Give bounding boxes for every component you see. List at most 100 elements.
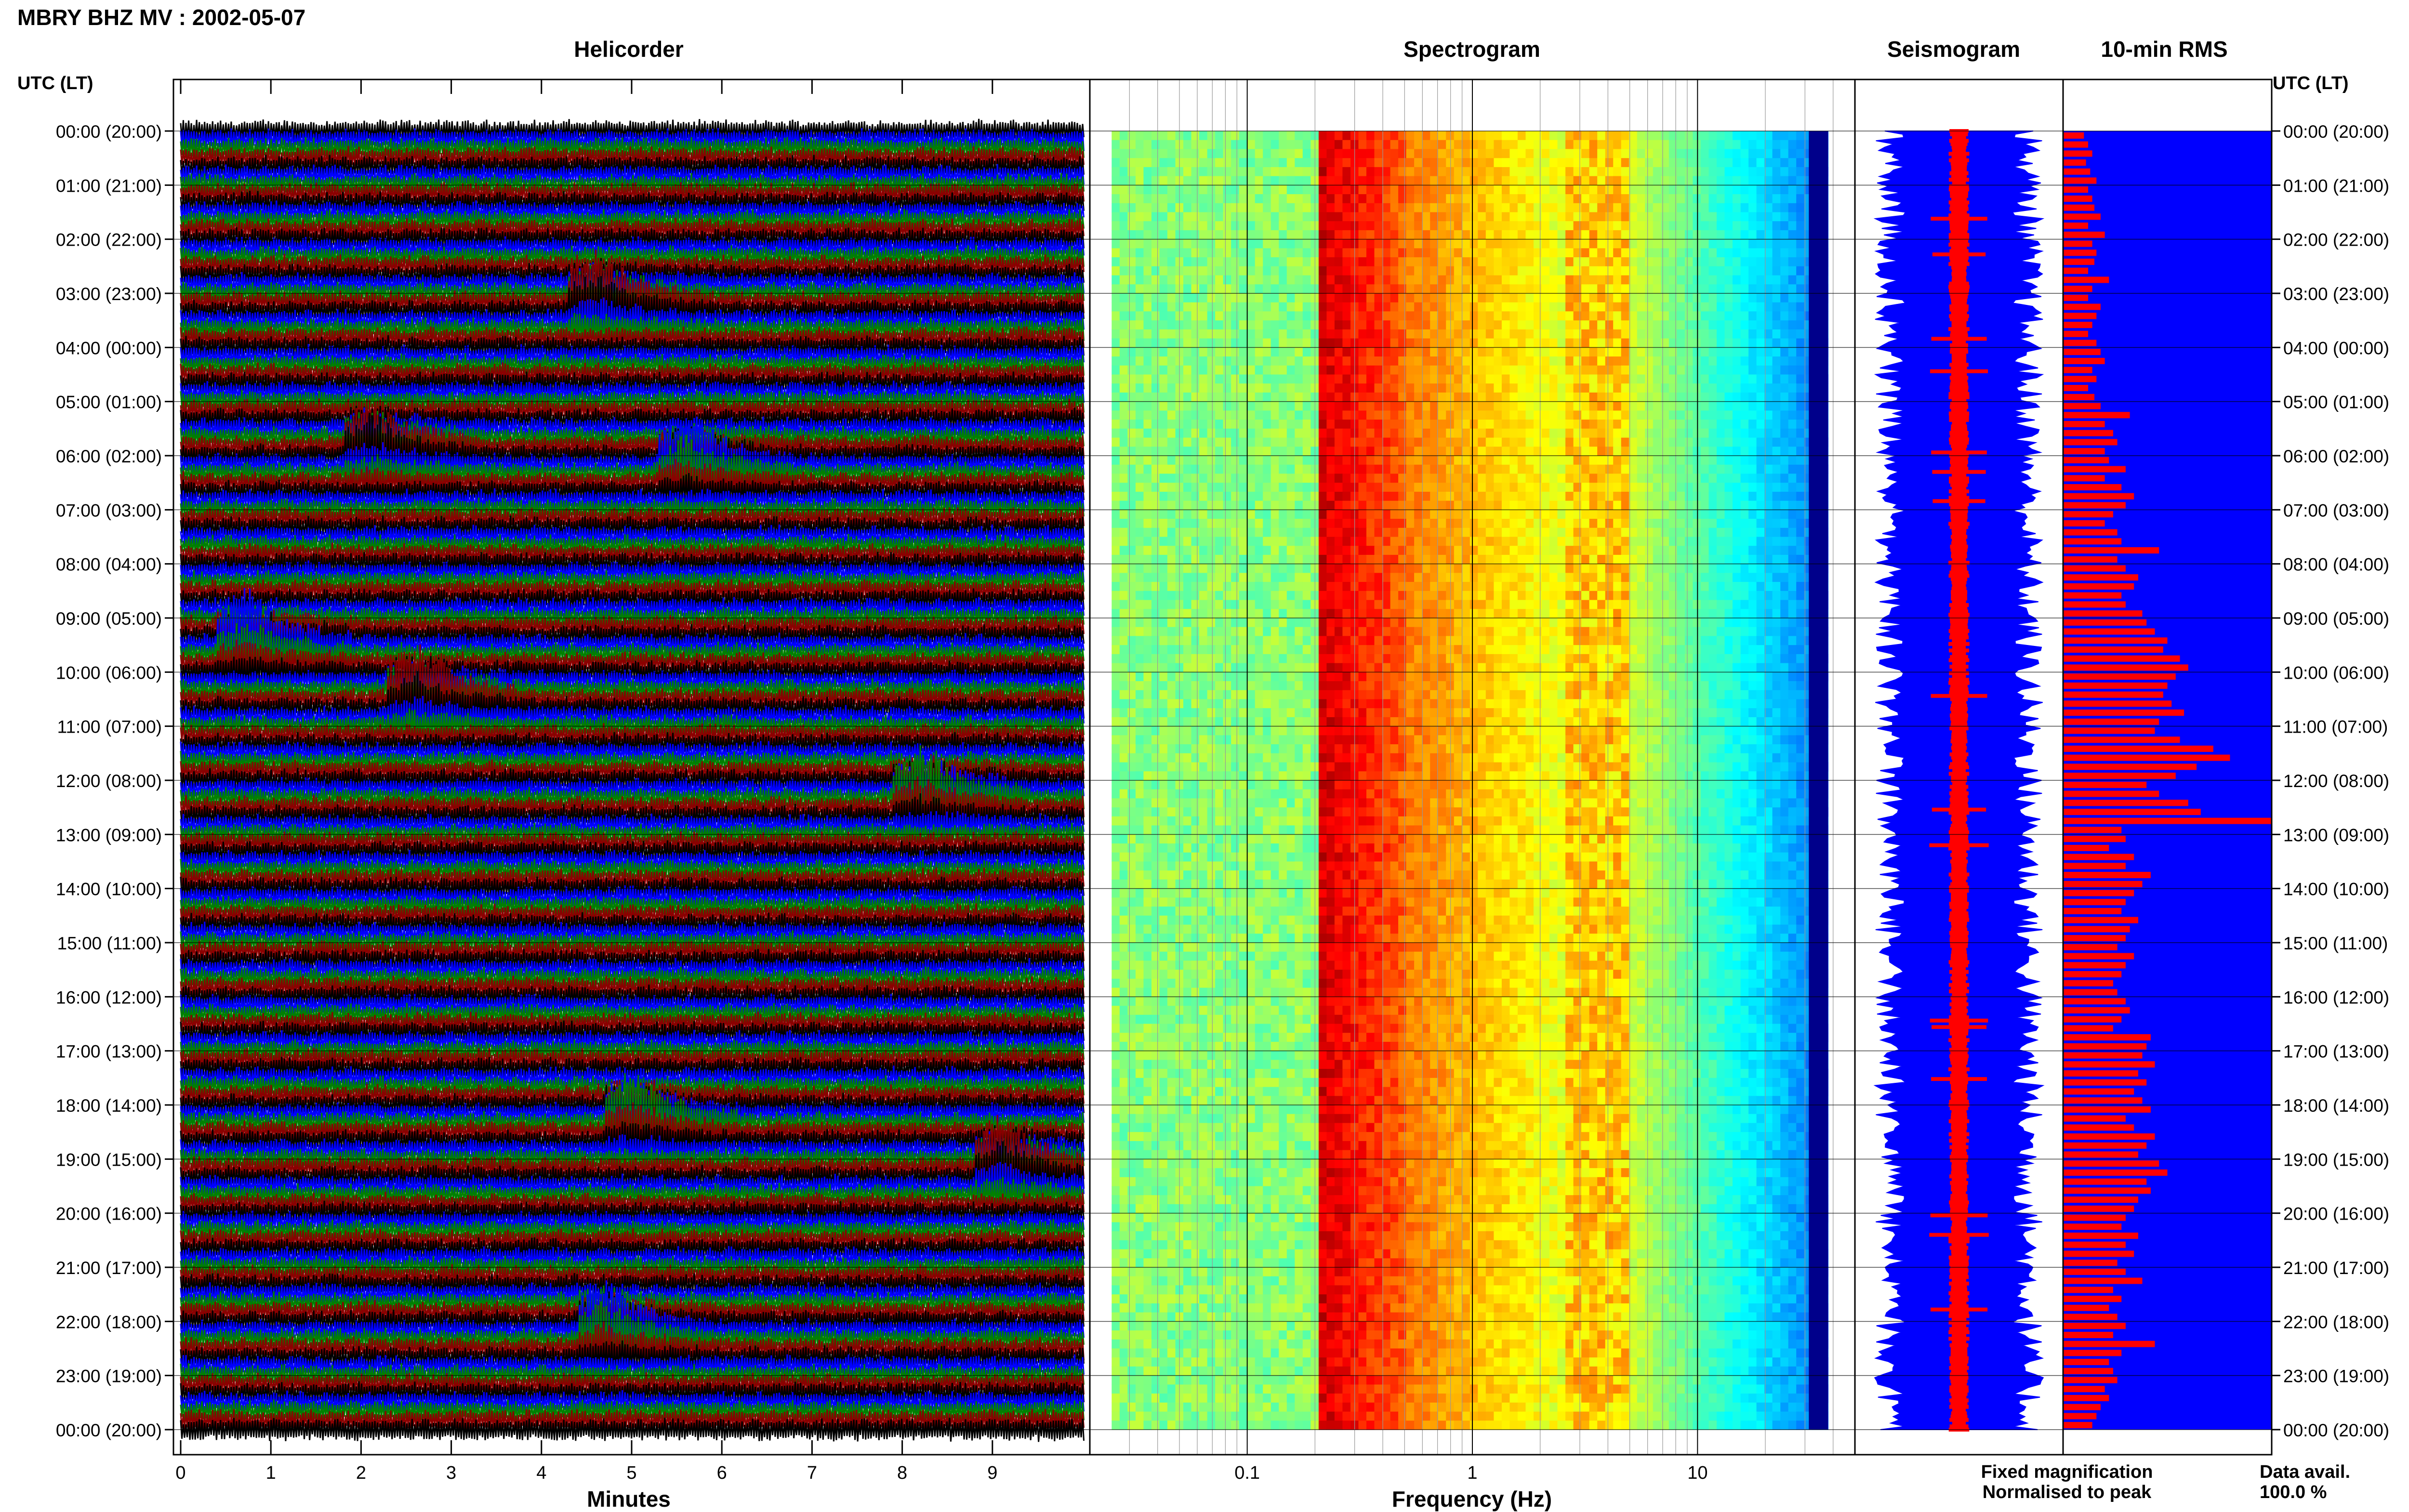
spectrogram-cell <box>1668 365 1678 375</box>
spectrogram-cell <box>1693 365 1701 375</box>
spectrogram-cell <box>1231 464 1240 474</box>
spectrogram-cell <box>1573 591 1582 601</box>
spectrogram-cell <box>1788 483 1797 492</box>
spectrogram-cell <box>1255 230 1263 240</box>
spectrogram-cell <box>1581 131 1590 141</box>
spectrogram-cell <box>1796 203 1805 213</box>
spectrogram-cell <box>1589 437 1598 447</box>
spectrogram-cell <box>1127 383 1136 393</box>
spectrogram-cell <box>1549 447 1558 456</box>
spectrogram-cell <box>1517 420 1526 429</box>
spectrogram-cell <box>1677 591 1685 601</box>
spectrogram-cell <box>1573 464 1582 474</box>
spectrogram-cell <box>1541 257 1550 267</box>
spectrogram-cell <box>1509 428 1518 438</box>
spectrogram-cell <box>1485 302 1495 312</box>
spectrogram-cell <box>1390 311 1399 321</box>
spectrogram-cell <box>1223 167 1231 177</box>
spectrogram-cell <box>1279 510 1287 519</box>
spectrogram-cell <box>1127 519 1136 528</box>
spectrogram-cell <box>1239 203 1247 213</box>
spectrogram-cell <box>1438 392 1446 402</box>
spectrogram-cell <box>1271 401 1279 411</box>
spectrogram-cell <box>1469 456 1479 465</box>
spectrogram-cell <box>1541 266 1550 276</box>
spectrogram-cell <box>1796 275 1805 285</box>
spectrogram-cell <box>1135 428 1144 438</box>
spectrogram-cell <box>1207 483 1216 492</box>
spectrogram-cell <box>1191 374 1200 384</box>
spectrogram-cell <box>1334 447 1343 456</box>
spectrogram-cell <box>1454 383 1463 393</box>
spectrogram-cell <box>1469 564 1479 573</box>
spectrogram-cell <box>1199 293 1208 303</box>
spectrogram-cell <box>1629 491 1638 501</box>
spectrogram-cell <box>1517 248 1526 258</box>
spectrogram-cell <box>1684 149 1694 158</box>
spectrogram-cell <box>1469 609 1479 618</box>
spectrogram-cell <box>1589 311 1598 321</box>
spectrogram-cell <box>1517 311 1526 321</box>
spectrogram-cell <box>1446 437 1455 447</box>
spectrogram-cell <box>1454 456 1463 465</box>
spectrogram-cell <box>1501 483 1510 492</box>
spectrogram-cell <box>1684 194 1694 204</box>
spectrogram-cell <box>1693 392 1701 402</box>
spectrogram-cell <box>1629 167 1638 177</box>
spectrogram-cell <box>1469 320 1479 330</box>
spectrogram-cell <box>1740 401 1749 411</box>
spectrogram-cell <box>1629 140 1638 149</box>
spectrogram-cell <box>1374 491 1383 501</box>
spectrogram-cell <box>1613 167 1622 177</box>
spectrogram-cell <box>1494 527 1502 538</box>
spectrogram-cell <box>1517 149 1526 158</box>
spectrogram-cell <box>1135 347 1144 357</box>
spectrogram-cell <box>1167 239 1176 249</box>
spectrogram-cell <box>1645 158 1654 168</box>
spectrogram-cell <box>1302 311 1311 321</box>
spectrogram-cell <box>1302 158 1311 168</box>
spectrogram-cell <box>1677 554 1685 565</box>
spectrogram-cell <box>1772 537 1781 546</box>
spectrogram-cell <box>1684 500 1694 510</box>
spectrogram-cell <box>1430 356 1439 366</box>
spectrogram-cell <box>1621 554 1629 565</box>
spectrogram-cell <box>1629 537 1638 546</box>
spectrogram-cell <box>1517 447 1526 456</box>
spectrogram-cell <box>1406 176 1415 185</box>
spectrogram-cell <box>1414 473 1423 483</box>
spectrogram-cell <box>1517 266 1526 276</box>
spectrogram-cell <box>1629 203 1638 213</box>
spectrogram-cell <box>1438 464 1446 474</box>
spectrogram-cell <box>1565 158 1574 168</box>
spectrogram-cell <box>1708 410 1717 420</box>
spectrogram-cell <box>1390 356 1399 366</box>
spectrogram-cell <box>1119 356 1128 366</box>
spectrogram-cell <box>1469 573 1479 582</box>
spectrogram-cell <box>1700 500 1709 510</box>
spectrogram-cell <box>1733 527 1741 538</box>
spectrogram-cell <box>1271 356 1279 366</box>
spectrogram-cell <box>1717 600 1725 609</box>
spectrogram-cell <box>1462 131 1470 141</box>
spectrogram-cell <box>1366 564 1375 573</box>
spectrogram-cell <box>1668 203 1678 213</box>
spectrogram-cell <box>1374 284 1383 294</box>
spectrogram-cell <box>1271 203 1279 213</box>
spectrogram-cell <box>1605 473 1614 483</box>
spectrogram-cell <box>1382 230 1391 240</box>
spectrogram-cell <box>1534 609 1542 618</box>
spectrogram-cell <box>1127 140 1136 149</box>
spectrogram-cell <box>1279 546 1287 555</box>
spectrogram-cell <box>1247 257 1256 267</box>
spectrogram-cell <box>1263 311 1271 321</box>
spectrogram-cell <box>1494 275 1502 285</box>
spectrogram-cell <box>1717 447 1725 456</box>
spectrogram-cell <box>1796 519 1805 528</box>
spectrogram-cell <box>1637 239 1646 249</box>
spectrogram-cell <box>1342 158 1351 168</box>
spectrogram-cell <box>1637 428 1646 438</box>
spectrogram-cell <box>1653 203 1662 213</box>
spectrogram-cell <box>1740 275 1749 285</box>
spectrogram-cell <box>1780 365 1789 375</box>
